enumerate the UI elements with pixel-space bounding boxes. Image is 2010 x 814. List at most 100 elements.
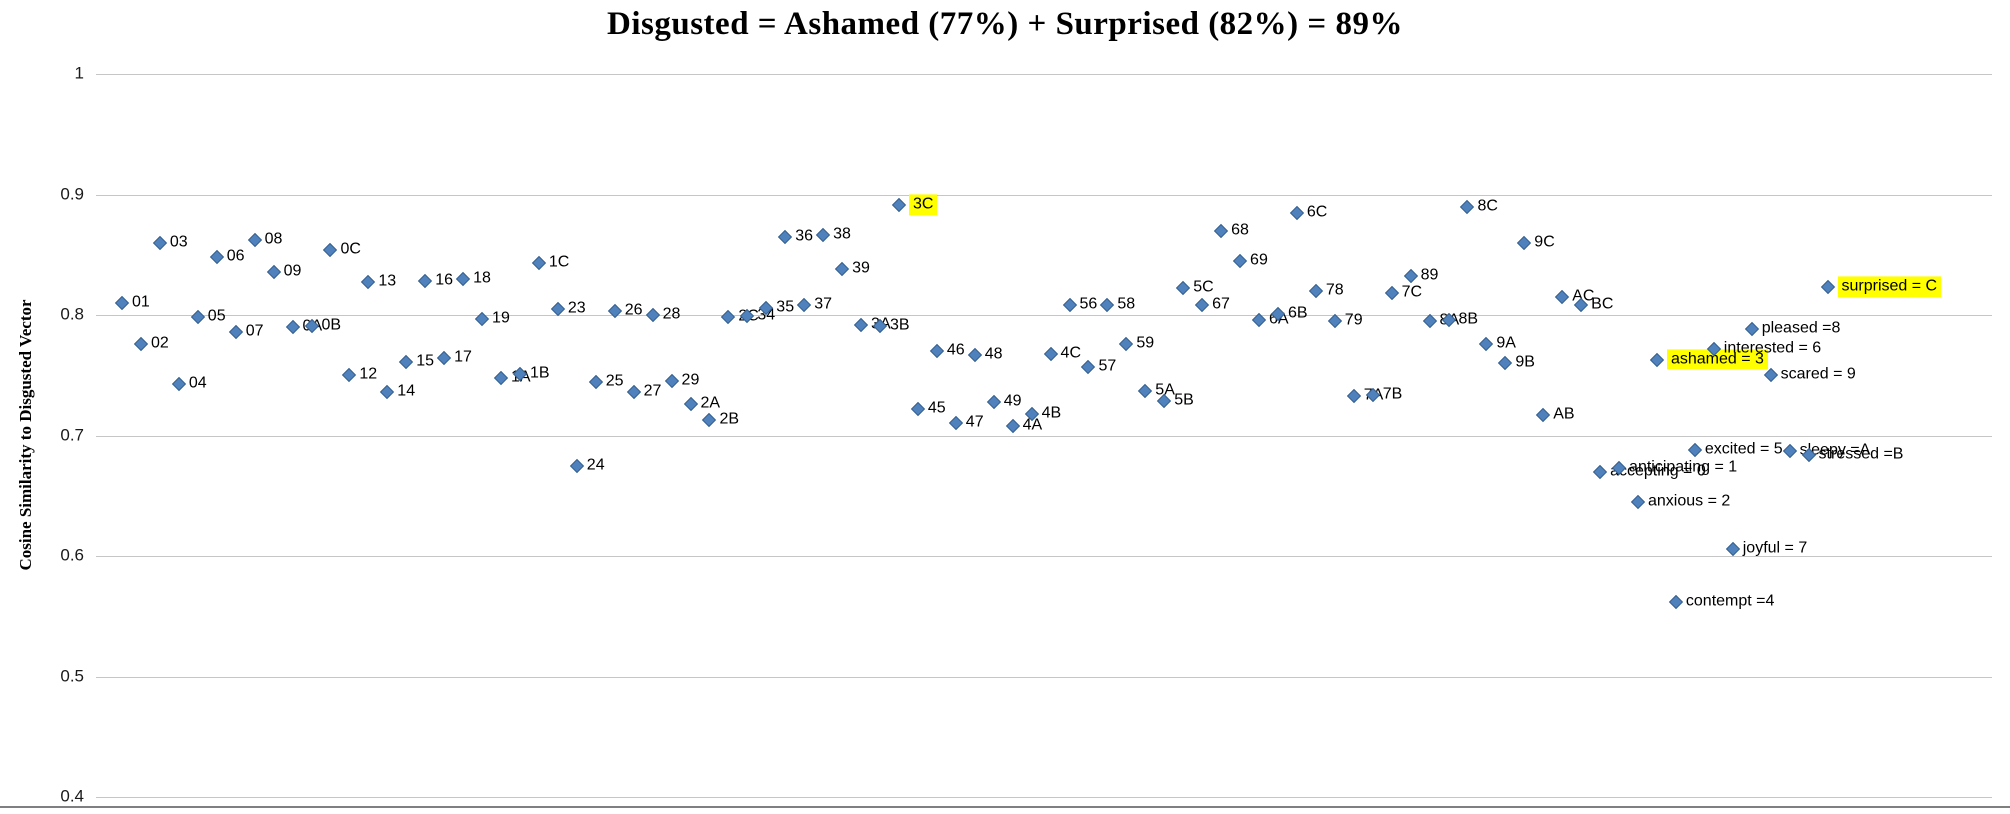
diamond-marker: [399, 354, 414, 370]
point-label: scared = 9: [1780, 365, 1856, 383]
point-label: accepting = 0: [1610, 462, 1706, 480]
point-label: 47: [965, 413, 984, 431]
point-label: 8C: [1477, 196, 1498, 214]
point-label: 69: [1250, 251, 1268, 269]
diamond-marker: [550, 301, 565, 317]
gridline: [96, 315, 1992, 316]
y-tick-label: 0.6: [60, 545, 84, 565]
point-label: 4C: [1060, 343, 1081, 361]
diamond-marker: [664, 374, 679, 389]
point-label: 57: [1098, 357, 1117, 375]
diamond-marker: [967, 347, 982, 362]
point-label: 38: [833, 225, 851, 243]
point-label: 26: [624, 301, 643, 319]
diamond-marker: [1403, 269, 1418, 284]
point-label: 3B: [890, 316, 910, 334]
diamond-marker: [1687, 442, 1702, 458]
point-label: 29: [681, 371, 700, 389]
point-label: ashamed = 3: [1666, 348, 1768, 370]
diamond-marker: [778, 229, 793, 244]
diamond-marker: [437, 351, 452, 366]
chart-title: Disgusted = Ashamed (77%) + Surprised (8…: [607, 6, 1403, 42]
point-label: 19: [492, 309, 510, 327]
diamond-marker: [1214, 223, 1229, 238]
diamond-marker: [1138, 383, 1153, 398]
point-label: 05: [207, 307, 226, 325]
gridline: [96, 797, 1992, 798]
point-label: 36: [795, 227, 814, 245]
point-label: 7B: [1382, 384, 1403, 402]
point-label: 4B: [1041, 404, 1062, 422]
point-label: 56: [1079, 295, 1098, 313]
point-label: BC: [1591, 295, 1614, 313]
point-label: 28: [662, 305, 681, 323]
diamond-marker: [853, 317, 869, 332]
point-label: 2A: [700, 394, 721, 412]
diamond-marker: [891, 198, 907, 213]
diamond-marker: [418, 274, 433, 289]
diamond-marker: [209, 250, 224, 265]
diamond-marker: [171, 376, 186, 391]
point-label: 01: [132, 293, 150, 311]
diamond-marker: [797, 298, 812, 313]
chart-bottom-border: [0, 806, 2010, 808]
point-label: 0B: [321, 316, 342, 334]
point-label: 0C: [340, 240, 361, 258]
point-label: 25: [605, 372, 624, 390]
point-label: contempt =4: [1685, 592, 1775, 610]
point-label: 9A: [1496, 334, 1516, 352]
diamond-marker: [1384, 286, 1399, 301]
diamond-marker: [1176, 281, 1191, 296]
diamond-marker: [1593, 464, 1608, 479]
point-label: 14: [397, 382, 416, 400]
diamond-marker: [190, 310, 205, 325]
diamond-marker: [569, 458, 584, 473]
point-label: 07: [245, 322, 264, 340]
point-label: 46: [946, 341, 965, 359]
point-label: anticipating = 1: [1629, 458, 1738, 476]
diamond-marker: [1498, 356, 1513, 371]
point-label: AB: [1553, 405, 1575, 423]
point-label: 08: [264, 230, 283, 248]
point-label: 27: [643, 382, 662, 400]
point-label: 68: [1231, 221, 1249, 239]
point-label: 59: [1136, 334, 1155, 352]
point-label: 02: [150, 334, 169, 352]
diamond-marker: [133, 336, 149, 351]
point-label: 39: [852, 259, 870, 277]
point-label: 5B: [1174, 390, 1194, 408]
y-tick-label: 0.8: [60, 304, 84, 324]
point-label: 13: [378, 272, 397, 290]
point-label: 3C: [908, 194, 938, 216]
point-label: 89: [1420, 266, 1439, 284]
point-label: 67: [1212, 295, 1230, 313]
point-label: sleepy =A: [1799, 441, 1871, 459]
diamond-marker: [1005, 418, 1020, 433]
point-label: interested = 6: [1723, 339, 1822, 357]
diamond-marker: [721, 310, 736, 325]
point-label: 48: [984, 345, 1003, 363]
point-label: 78: [1325, 281, 1344, 299]
diamond-marker: [1744, 322, 1759, 337]
y-tick-label: 1: [74, 63, 84, 83]
point-label: surprised = C: [1837, 276, 1942, 298]
diamond-marker: [1327, 313, 1342, 329]
diamond-marker: [1649, 352, 1665, 367]
point-label: 58: [1117, 295, 1136, 313]
point-label: 5A: [1155, 381, 1175, 399]
point-label: 2B: [719, 410, 740, 428]
diamond-marker: [1043, 346, 1058, 361]
diamond-marker: [266, 264, 281, 279]
diamond-marker: [1668, 594, 1683, 609]
diamond-marker: [1100, 298, 1115, 313]
diamond-marker: [1460, 199, 1475, 214]
diamond-marker: [835, 262, 850, 277]
point-label: 03: [169, 233, 188, 251]
diamond-marker: [456, 271, 471, 286]
diamond-marker: [948, 416, 963, 431]
gridline: [96, 556, 1992, 557]
point-label: 6B: [1287, 304, 1308, 322]
diamond-marker: [1630, 494, 1646, 509]
diamond-marker: [1782, 444, 1797, 459]
